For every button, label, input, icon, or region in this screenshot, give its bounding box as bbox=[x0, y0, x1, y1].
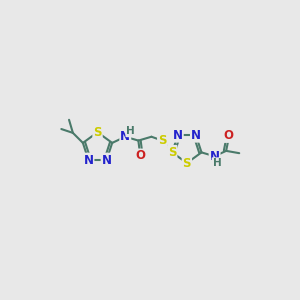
Text: N: N bbox=[210, 150, 220, 163]
Text: S: S bbox=[183, 157, 191, 169]
Text: O: O bbox=[135, 149, 145, 163]
Text: S: S bbox=[93, 126, 102, 139]
Text: N: N bbox=[83, 154, 94, 166]
Text: N: N bbox=[120, 130, 130, 143]
Text: N: N bbox=[102, 154, 112, 166]
Text: O: O bbox=[224, 129, 233, 142]
Text: S: S bbox=[168, 146, 176, 159]
Text: H: H bbox=[126, 126, 135, 136]
Text: N: N bbox=[173, 129, 183, 142]
Text: N: N bbox=[191, 129, 201, 142]
Text: S: S bbox=[158, 134, 166, 147]
Text: H: H bbox=[212, 158, 221, 168]
